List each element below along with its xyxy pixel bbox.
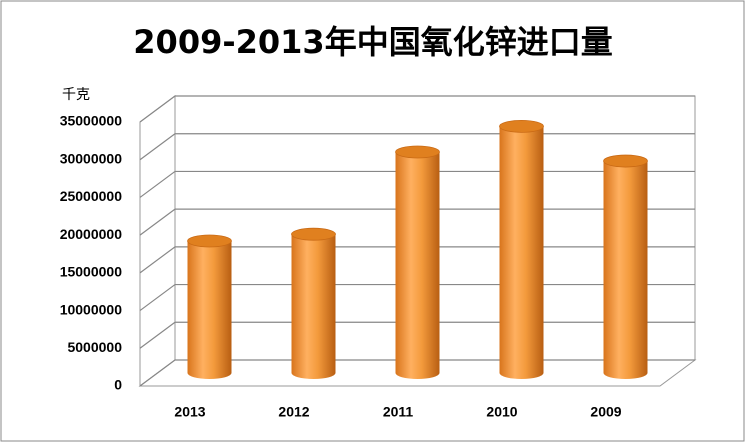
bar — [499, 119, 544, 379]
y-tick-label: 10000000 — [60, 301, 123, 317]
chart-title: 2009-2013年中国氧化锌进口量 — [133, 23, 612, 61]
y-tick-label: 15000000 — [60, 264, 123, 280]
bar-body — [395, 151, 440, 379]
bar-body — [291, 234, 336, 379]
bar-top — [291, 227, 336, 241]
x-tick-label: 2010 — [486, 404, 517, 420]
y-tick-label: 35000000 — [60, 113, 123, 129]
grid-line — [139, 95, 695, 123]
y-tick-label: 30000000 — [60, 150, 123, 166]
bar-body — [499, 126, 544, 379]
x-tick-label: 2013 — [174, 404, 205, 420]
x-tick-label: 2009 — [590, 404, 621, 420]
x-tick-label: 2011 — [383, 404, 414, 420]
y-tick-label: 20000000 — [60, 226, 123, 242]
bar-body — [603, 161, 648, 379]
y-tick-label: 25000000 — [60, 188, 123, 204]
y-tick-label: 5000000 — [67, 339, 122, 355]
bar — [395, 145, 440, 379]
y-tick-label: 0 — [114, 377, 122, 393]
bar — [187, 234, 232, 379]
bar-top — [603, 154, 648, 168]
side-wall — [139, 95, 176, 387]
bar-body — [187, 241, 232, 379]
bar-top — [187, 234, 232, 248]
bar-top — [499, 119, 544, 133]
bar-top — [395, 145, 440, 159]
x-tick-label: 2012 — [278, 404, 309, 420]
bar — [603, 154, 648, 379]
y-unit: 千克 — [62, 87, 90, 103]
bar — [291, 227, 336, 379]
